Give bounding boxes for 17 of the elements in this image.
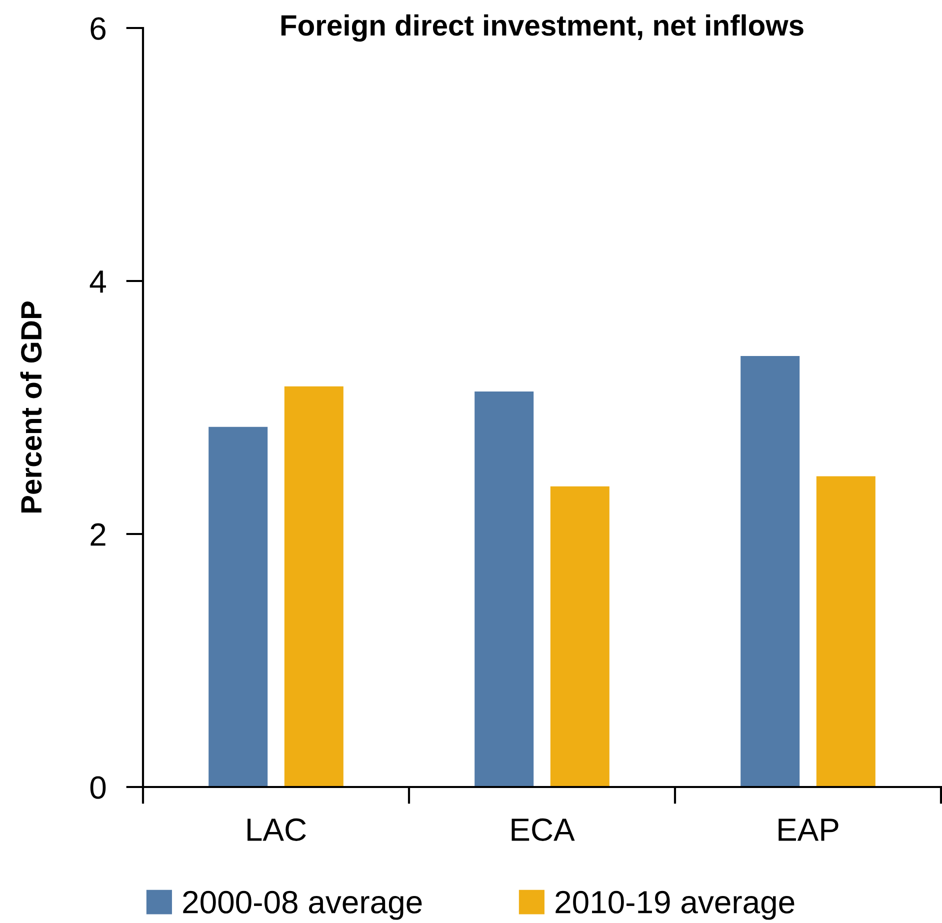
y-axis-title: Percent of GDP (20, 302, 42, 513)
y-tick-label: 6 (90, 17, 106, 40)
legend-label: 2010-19 average (556, 890, 794, 920)
legend-label: 2000-08 average (183, 890, 422, 920)
x-tick-label: ECA (512, 818, 575, 842)
bar (816, 475, 876, 787)
bar (740, 355, 800, 787)
x-tick-label: LAC (248, 818, 306, 842)
bar (208, 426, 268, 787)
bar (284, 386, 344, 787)
bar (550, 486, 610, 787)
chart-title: Foreign direct investment, net inflows (281, 14, 804, 42)
y-tick-label: 0 (90, 776, 106, 799)
y-tick-label: 4 (90, 270, 106, 293)
bar (474, 390, 534, 787)
y-tick-label: 2 (90, 523, 106, 546)
x-tick-label: EAP (778, 818, 838, 841)
